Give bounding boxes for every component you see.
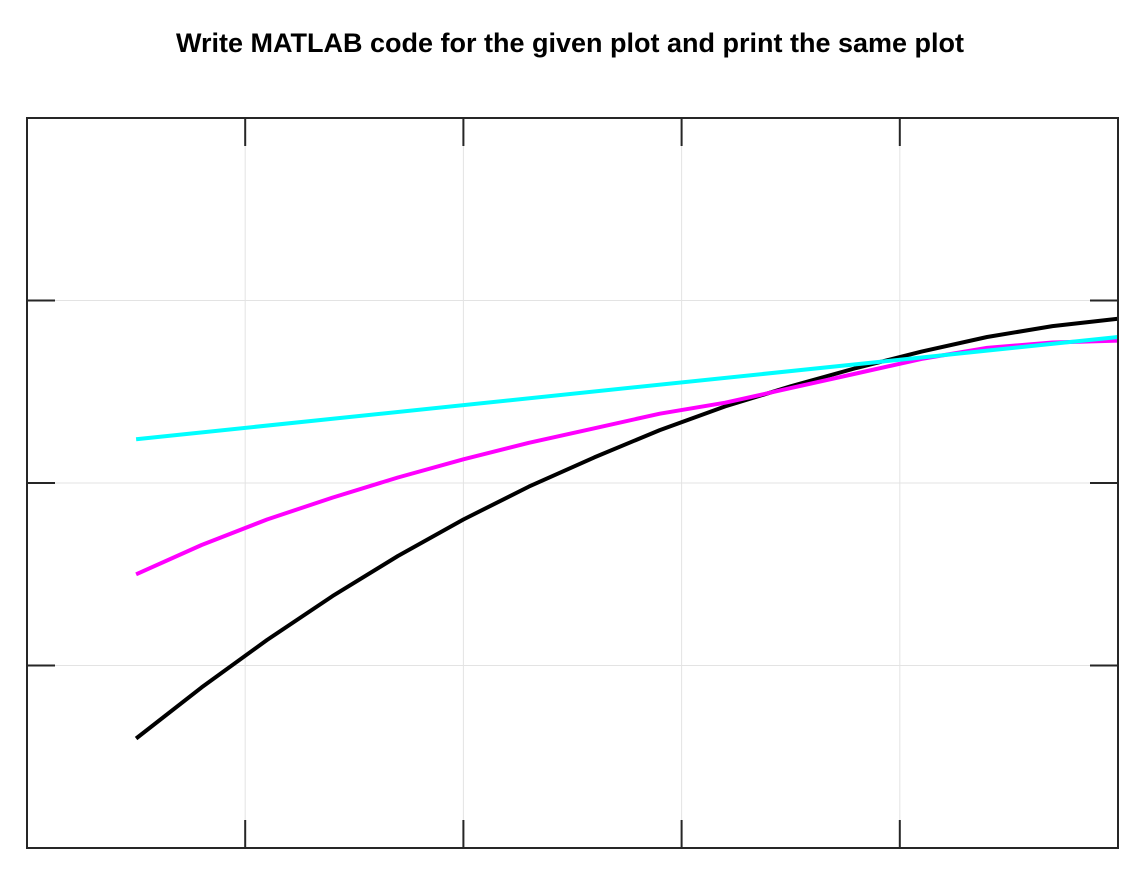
axes-box	[26, 117, 1119, 849]
series-line-3	[135, 335, 1119, 442]
series-line-2	[135, 338, 1119, 577]
series-line-1	[134, 316, 1119, 741]
page-title: Write MATLAB code for the given plot and…	[175, 28, 965, 58]
series-lines	[134, 316, 1119, 741]
grid	[27, 118, 1118, 848]
